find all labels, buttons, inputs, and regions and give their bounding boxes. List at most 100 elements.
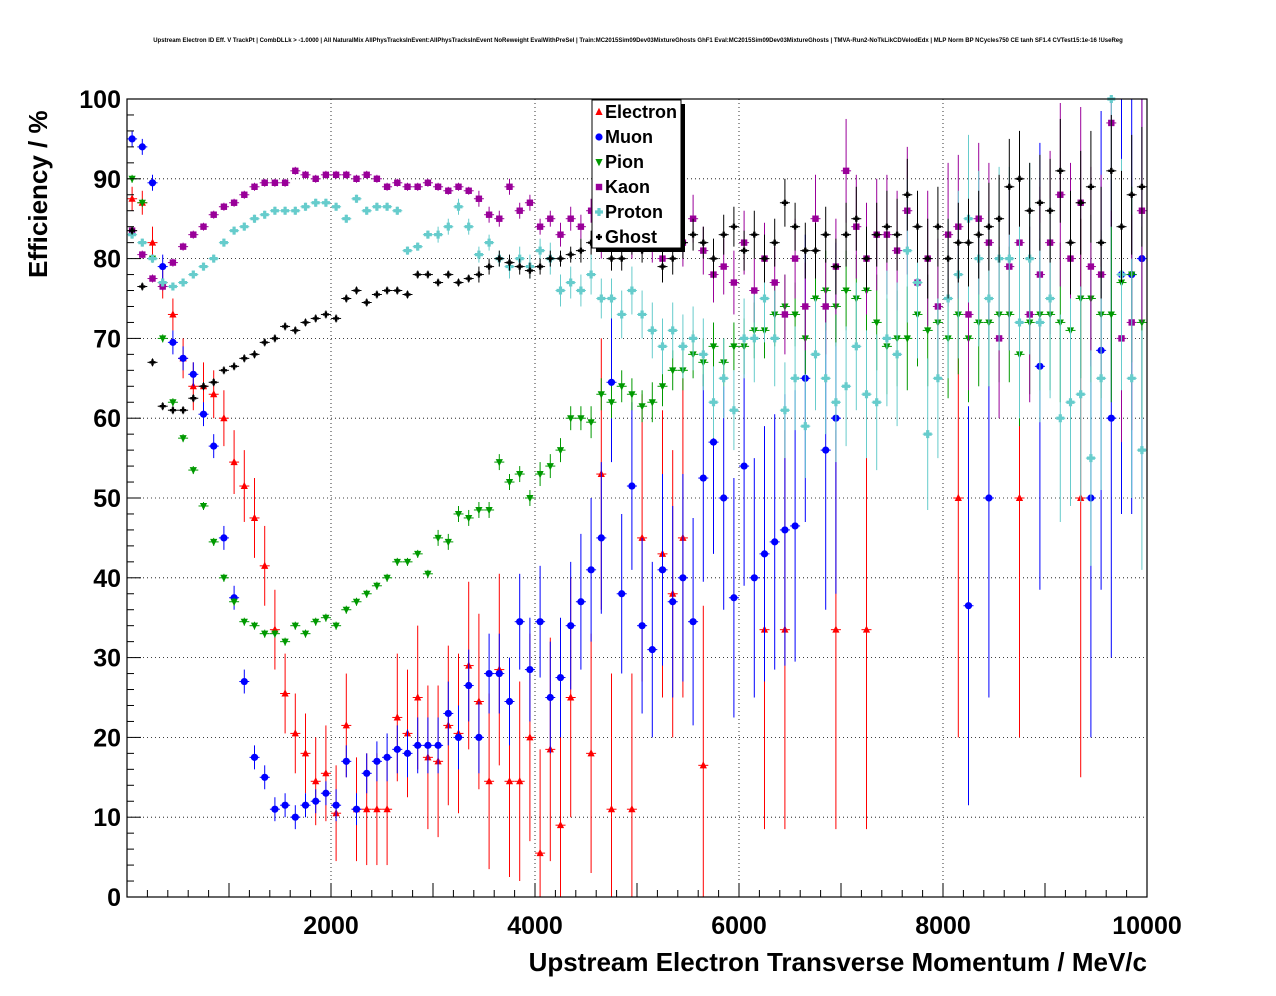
data-point [240,222,249,231]
data-point [536,618,544,626]
data-point [404,183,411,190]
data-point [628,805,636,813]
data-point [129,227,136,234]
data-point [149,275,156,282]
legend-entry-ghost: Ghost [596,227,657,247]
data-point [730,343,738,351]
data-point [158,278,167,287]
data-point [148,179,157,187]
data-point [873,231,880,238]
data-point [231,363,238,370]
data-point [343,171,350,179]
data-point [424,179,432,186]
data-point [618,383,626,391]
data-point [760,294,769,303]
data-point [363,299,370,306]
data-point [576,286,585,295]
data-point [342,606,350,614]
data-point [496,255,503,262]
data-point [475,697,483,705]
data-point [291,206,300,215]
data-point [220,534,228,542]
data-point [159,403,166,410]
data-point [465,514,473,523]
data-point [771,538,779,546]
axis-ticks: 2000 4000 6000 8000 10000 0 10 20 30 40 50 60 70 80 90… [79,86,1181,940]
data-point [496,215,503,222]
data-point [883,223,890,230]
data-point [281,206,290,215]
data-point [985,494,993,502]
data-point [1118,223,1125,230]
data-point [668,326,677,335]
data-point [607,805,616,813]
y-tick-label: 0 [107,884,121,912]
legend-marker [595,159,603,167]
data-point [139,283,146,290]
data-point [740,334,749,343]
data-point [250,753,259,761]
legend-entry-pion: Pion [595,152,644,172]
data-point [1077,199,1084,206]
data-point [607,378,616,386]
y-tick-label: 20 [93,724,121,752]
data-point [393,206,402,215]
data-point [597,294,606,303]
data-point [424,570,432,579]
data-point [291,729,299,737]
data-point [1057,167,1064,174]
data-point [210,442,218,450]
data-point [730,594,738,602]
data-point [842,167,850,175]
data-point [831,398,840,407]
data-point [282,323,289,330]
data-point [271,630,279,638]
data-point [261,630,269,638]
data-point [648,326,657,335]
data-point [536,246,545,255]
data-point [618,590,626,598]
data-point [689,334,698,343]
data-point [424,271,431,278]
data-point [291,622,299,630]
data-point [506,259,513,266]
data-point [516,263,523,270]
y-tick-label: 90 [93,166,121,194]
legend-label: Pion [605,152,644,172]
data-point [251,183,258,190]
data-point [485,506,493,515]
legend-entry-kaon: Kaon [595,177,650,197]
series-proton [127,95,1147,570]
data-point [363,805,371,813]
data-point [720,231,727,238]
data-point [587,419,595,427]
data-point [627,286,636,295]
data-point [516,777,524,785]
data-point [373,291,380,298]
data-point [934,223,941,230]
data-point [505,697,514,706]
data-point [322,311,329,318]
data-point [965,239,972,246]
data-point [261,561,269,569]
data-point [1108,167,1115,174]
data-point [311,198,320,207]
data-point [270,206,279,215]
data-point [1047,207,1054,214]
data-point [863,255,870,262]
data-point [658,342,667,351]
y-tick-label: 30 [93,645,121,673]
data-point [699,350,708,359]
data-point [719,374,728,383]
data-point [435,279,442,286]
data-point [434,534,442,543]
data-point [353,287,360,294]
y-tick-label: 10 [93,804,121,832]
legend-label: Electron [605,102,677,122]
data-point [180,407,187,414]
data-point [842,287,850,295]
data-point [179,243,187,250]
data-point [444,222,453,231]
data-point [862,625,871,633]
